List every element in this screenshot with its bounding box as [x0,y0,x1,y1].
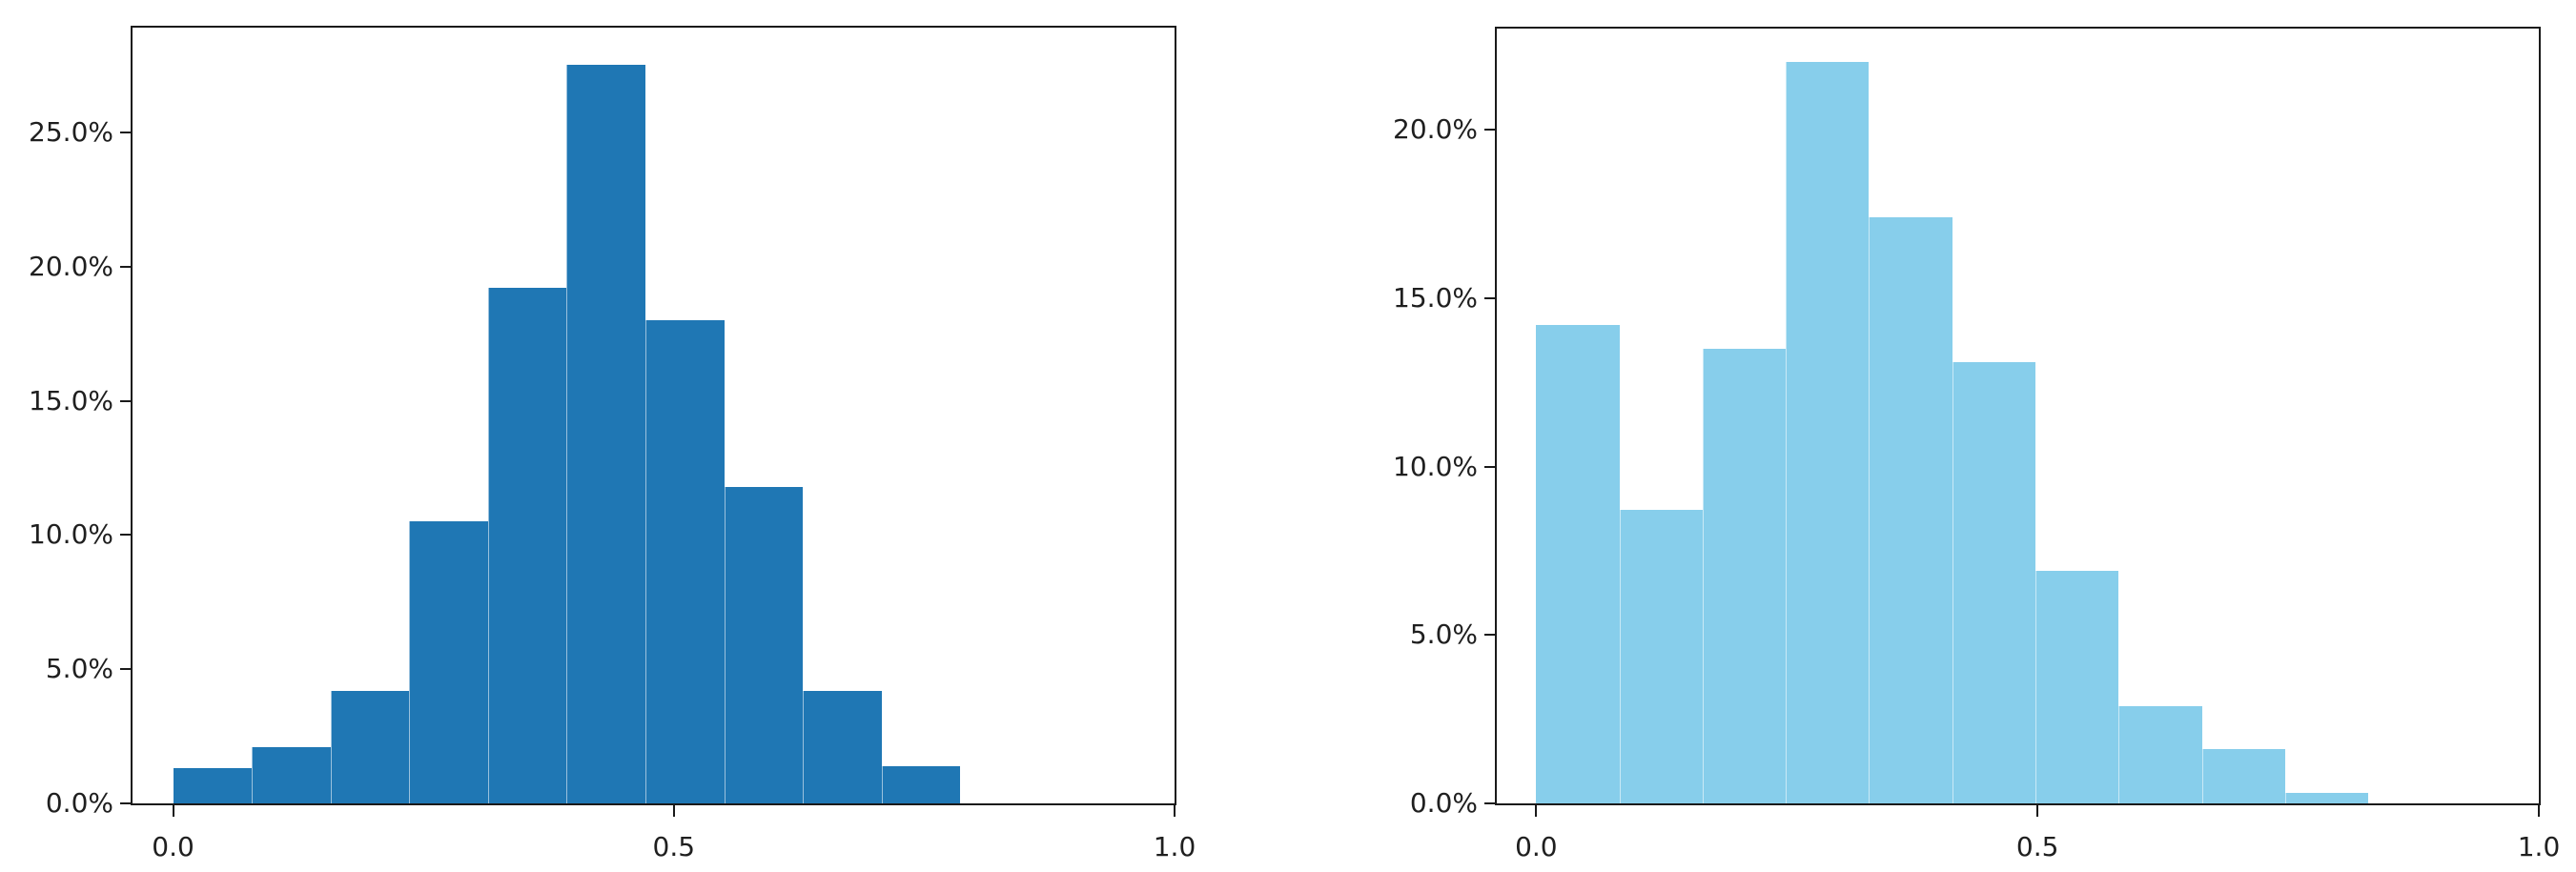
y-tick-mark [120,265,131,268]
y-tick-label: 5.0% [45,653,113,685]
y-tick-label: 20.0% [1393,113,1478,146]
x-tick-label: 0.0 [152,831,194,862]
left-histogram-bar [173,768,253,803]
y-tick-mark [120,668,131,671]
y-tick-mark [1484,296,1495,299]
right-histogram-panel: 0.0% 5.0% 10.0% 15.0% 20.0% 0.0 0.5 1.0 [1393,27,2560,861]
x-tick-label: 1.0 [1153,831,1196,862]
right-histogram-bar [1786,62,1870,803]
left-histogram-bar [803,690,882,803]
x-tick-mark [2036,805,2039,817]
x-tick-label: 0.5 [652,831,696,862]
x-tick-label: 0.0 [1515,831,1558,862]
y-tick-mark [1484,802,1495,804]
x-tick-mark [1535,805,1538,817]
left-histogram-bar [252,746,331,803]
left-histogram-bar [409,521,488,803]
y-tick-mark [1484,129,1495,132]
x-tick-label: 0.5 [2015,831,2059,862]
y-tick-mark [120,399,131,402]
right-histogram-bar [2118,705,2202,803]
x-tick-mark [672,805,675,817]
right-histogram-bar [1869,216,1952,803]
left-histogram-bar [724,486,804,803]
left-histogram-bar [881,765,961,803]
y-tick-mark [120,802,131,804]
y-tick-mark [120,534,131,537]
y-tick-label: 10.0% [29,518,113,551]
x-tick-mark [1174,805,1176,817]
left-plot-area [133,28,1175,803]
x-tick-mark [172,805,174,817]
left-histogram-bar [644,320,725,803]
y-tick-label: 10.0% [1393,450,1478,482]
right-histogram-bar [2201,749,2285,803]
right-histogram-bar [1702,348,1787,803]
y-tick-label: 0.0% [1409,787,1478,819]
y-tick-label: 15.0% [1393,281,1478,314]
x-tick-label: 1.0 [2517,831,2561,862]
y-tick-mark [1484,634,1495,637]
y-tick-label: 5.0% [1409,619,1478,651]
right-histogram-bar [2284,793,2369,803]
x-tick-mark [2538,805,2540,817]
y-tick-label: 20.0% [29,250,113,282]
left-histogram-panel: 0.0% 5.0% 10.0% 15.0% 20.0% 25.0% 0.0 0.5 1.0 [29,26,1196,861]
right-histogram-bar [1952,361,2036,803]
left-histogram-bar [487,288,567,803]
y-tick-label: 15.0% [29,384,113,416]
left-histogram-bar [330,690,410,803]
y-tick-label: 0.0% [45,787,113,819]
right-histogram-bar [2035,571,2119,803]
right-histogram-bar [1619,510,1703,803]
y-tick-mark [120,131,131,133]
y-tick-mark [1484,465,1495,468]
right-plot-area [1497,29,2539,803]
left-histogram-bar [566,65,645,803]
y-tick-label: 25.0% [29,115,113,148]
right-histogram-bar [1536,325,1620,803]
